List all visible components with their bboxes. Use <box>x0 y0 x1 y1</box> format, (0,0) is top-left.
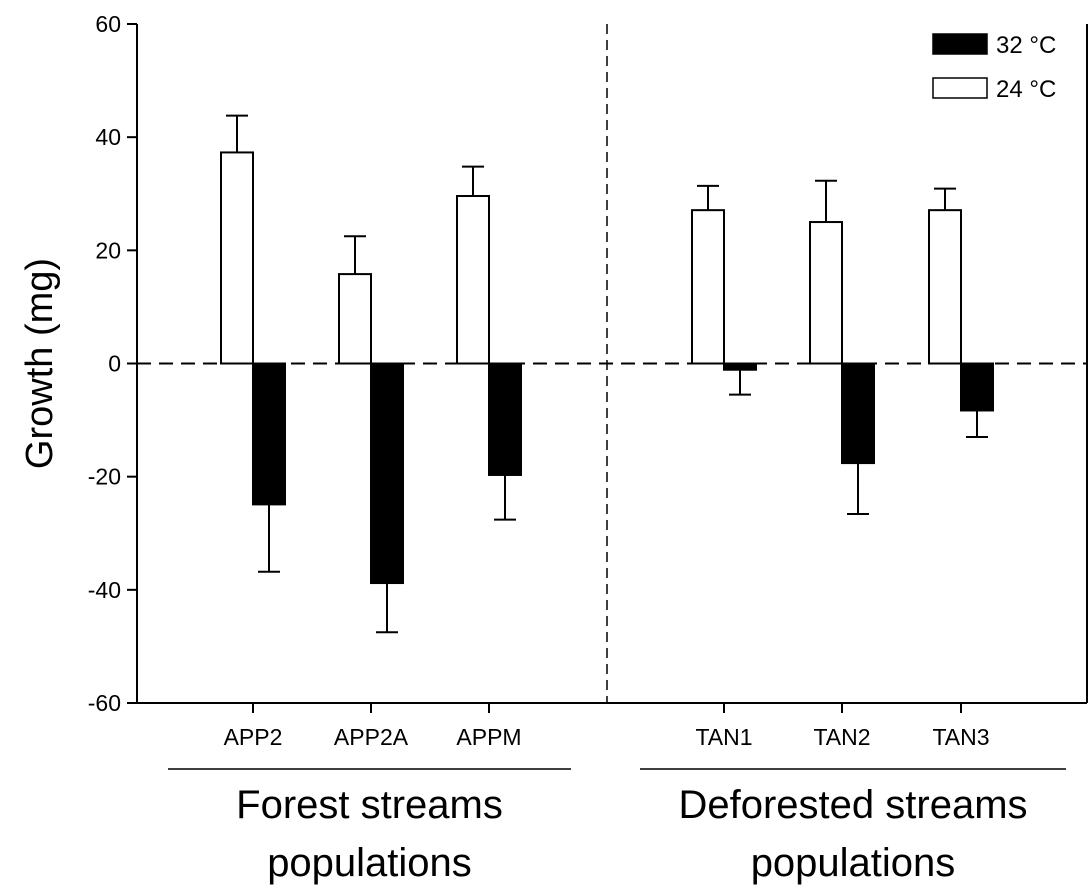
legend: 32 °C 24 °C <box>932 32 1056 103</box>
category-label: APPM <box>456 724 521 750</box>
labels: -60 -40 -20 0 20 40 60 Growth (mg) APP2 APP2A APPM… <box>19 11 1028 885</box>
category-label: APP2A <box>334 724 409 750</box>
y-tick-label: 0 <box>108 351 121 377</box>
bar-24c-tan2 <box>809 221 843 365</box>
bar-32c-tan3 <box>960 362 994 412</box>
bar-32c-appm <box>488 362 522 476</box>
group-label-line1: Forest streams <box>236 783 503 827</box>
y-tick-label: 60 <box>95 11 121 37</box>
y-tick-label: -20 <box>88 464 121 490</box>
legend-swatch-32c <box>932 33 988 55</box>
legend-swatch-24c <box>932 77 988 99</box>
y-axis-title: Growth (mg) <box>19 258 61 469</box>
bar-32c-app2 <box>252 362 286 506</box>
group-label-line1: Deforested streams <box>678 783 1027 827</box>
category-label: TAN3 <box>932 724 989 750</box>
group-label-line2: populations <box>267 841 472 885</box>
legend-label-24c: 24 °C <box>996 76 1056 103</box>
category-label: APP2 <box>224 724 283 750</box>
bar-32c-app2a <box>370 362 404 585</box>
bar-24c-tan1 <box>691 209 725 365</box>
y-tick-label: -60 <box>88 690 121 716</box>
axes <box>127 23 1088 770</box>
group-label-line2: populations <box>751 841 956 885</box>
y-tick-label: 20 <box>95 237 121 263</box>
bar-24c-app2a <box>338 273 372 365</box>
bar-32c-tan2 <box>841 362 875 465</box>
bar-32c-tan1 <box>723 362 757 371</box>
bar-24c-tan3 <box>928 209 962 365</box>
legend-label-32c: 32 °C <box>996 32 1056 59</box>
category-label: TAN1 <box>695 724 752 750</box>
error-bars <box>226 114 988 634</box>
y-tick-label: -40 <box>88 577 121 603</box>
bar-24c-appm <box>456 195 490 365</box>
y-tick-label: 40 <box>95 124 121 150</box>
category-label: TAN2 <box>813 724 870 750</box>
bar-24c-app2 <box>220 151 254 365</box>
bars <box>220 151 994 585</box>
